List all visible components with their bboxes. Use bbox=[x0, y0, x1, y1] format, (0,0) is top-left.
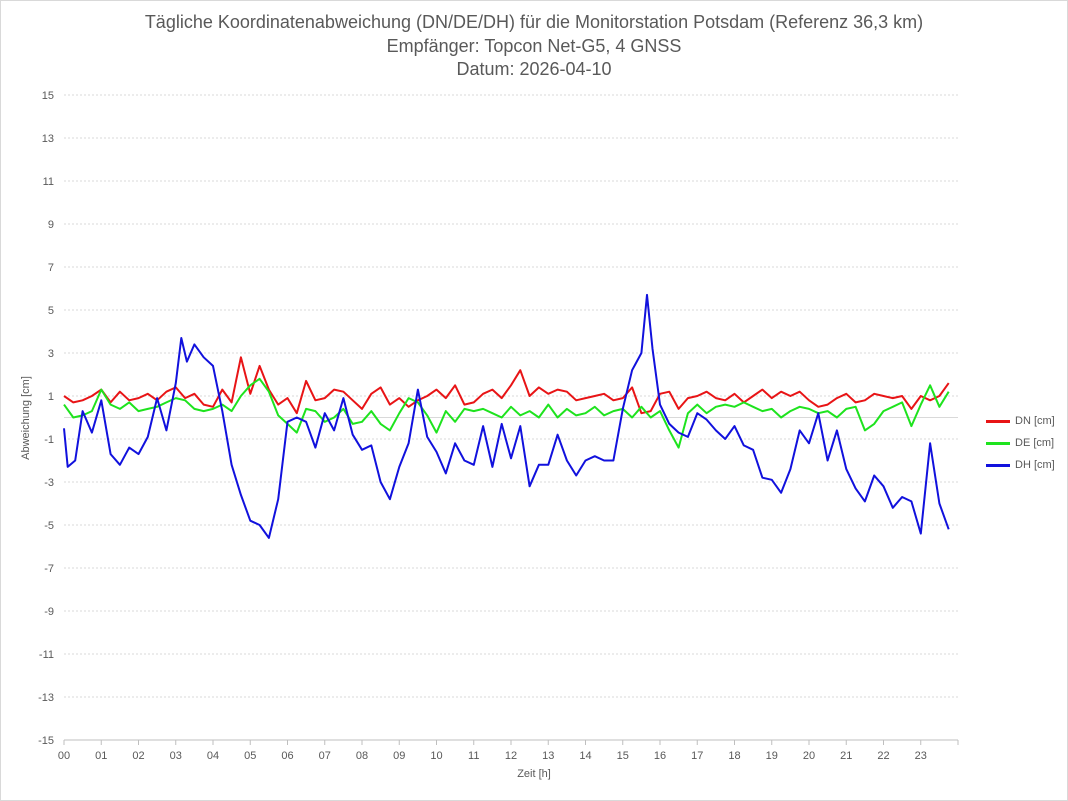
series-line-dh bbox=[63, 293, 950, 539]
x-tick-label: 22 bbox=[877, 750, 889, 762]
chart-date: Datum: 2026-04-10 bbox=[456, 59, 612, 79]
legend-label-dh: DH [cm] bbox=[1015, 459, 1055, 471]
chart-title: Tägliche Koordinatenabweichung (DN/DE/DH… bbox=[144, 12, 924, 32]
x-tick-label: 08 bbox=[356, 750, 368, 762]
legend-swatch-dh bbox=[986, 463, 1010, 467]
y-tick-label: -3 bbox=[44, 477, 54, 489]
legend-item-dh: DH [cm] bbox=[986, 454, 1055, 476]
y-tick-label: 11 bbox=[43, 176, 54, 188]
x-tick-label: 20 bbox=[803, 750, 815, 762]
y-tick-label: 13 bbox=[42, 133, 54, 145]
x-tick-label: 15 bbox=[617, 750, 629, 762]
y-tick-label: 15 bbox=[42, 90, 54, 102]
y-tick-label: 7 bbox=[48, 262, 54, 274]
y-tick-label: -9 bbox=[44, 606, 54, 618]
y-tick-label: -15 bbox=[38, 735, 54, 747]
y-tick-label: -11 bbox=[39, 649, 54, 661]
legend-swatch-de bbox=[986, 441, 1010, 445]
series-line-dn bbox=[63, 356, 950, 415]
x-tick-label: 07 bbox=[319, 750, 331, 762]
legend-label-de: DE [cm] bbox=[1015, 437, 1055, 449]
x-tick-label: 21 bbox=[840, 750, 852, 762]
x-tick-label: 16 bbox=[654, 750, 666, 762]
x-tick-label: 06 bbox=[281, 750, 293, 762]
x-tick-label: 23 bbox=[915, 750, 927, 762]
x-tick-label: 14 bbox=[579, 750, 591, 762]
x-tick-label: 05 bbox=[244, 750, 256, 762]
legend-item-dn: DN [cm] bbox=[986, 410, 1055, 432]
x-tick-label: 00 bbox=[58, 750, 70, 762]
y-tick-label: 9 bbox=[48, 219, 54, 231]
x-tick-label: 17 bbox=[691, 750, 703, 762]
y-tick-label: -13 bbox=[38, 692, 54, 704]
y-axis-label: Abweichung [cm] bbox=[20, 376, 32, 460]
series-line-de bbox=[63, 377, 950, 449]
y-tick-label: -5 bbox=[44, 520, 54, 532]
y-tick-label: 3 bbox=[48, 348, 54, 360]
x-tick-label: 03 bbox=[170, 750, 182, 762]
y-tick-label: 1 bbox=[48, 391, 54, 403]
x-tick-label: 13 bbox=[542, 750, 554, 762]
legend-label-dn: DN [cm] bbox=[1015, 415, 1055, 427]
x-tick-label: 09 bbox=[393, 750, 405, 762]
y-tick-label: -7 bbox=[44, 563, 54, 575]
x-tick-label: 19 bbox=[766, 750, 778, 762]
x-tick-label: 11 bbox=[468, 750, 479, 762]
x-tick-label: 02 bbox=[132, 750, 144, 762]
legend: DN [cm] DE [cm] DH [cm] bbox=[986, 410, 1055, 476]
legend-item-de: DE [cm] bbox=[986, 432, 1055, 454]
x-tick-label: 10 bbox=[430, 750, 442, 762]
chart-subtitle: Empfänger: Topcon Net-G5, 4 GNSS bbox=[386, 36, 682, 56]
x-tick-label: 12 bbox=[505, 750, 517, 762]
y-tick-label: 5 bbox=[48, 305, 54, 317]
x-tick-label: 18 bbox=[728, 750, 740, 762]
x-tick-label: 04 bbox=[207, 750, 219, 762]
legend-swatch-dn bbox=[986, 419, 1010, 423]
y-tick-label: -1 bbox=[44, 434, 54, 446]
x-axis-label: Zeit [h] bbox=[517, 768, 551, 780]
x-tick-label: 01 bbox=[95, 750, 107, 762]
